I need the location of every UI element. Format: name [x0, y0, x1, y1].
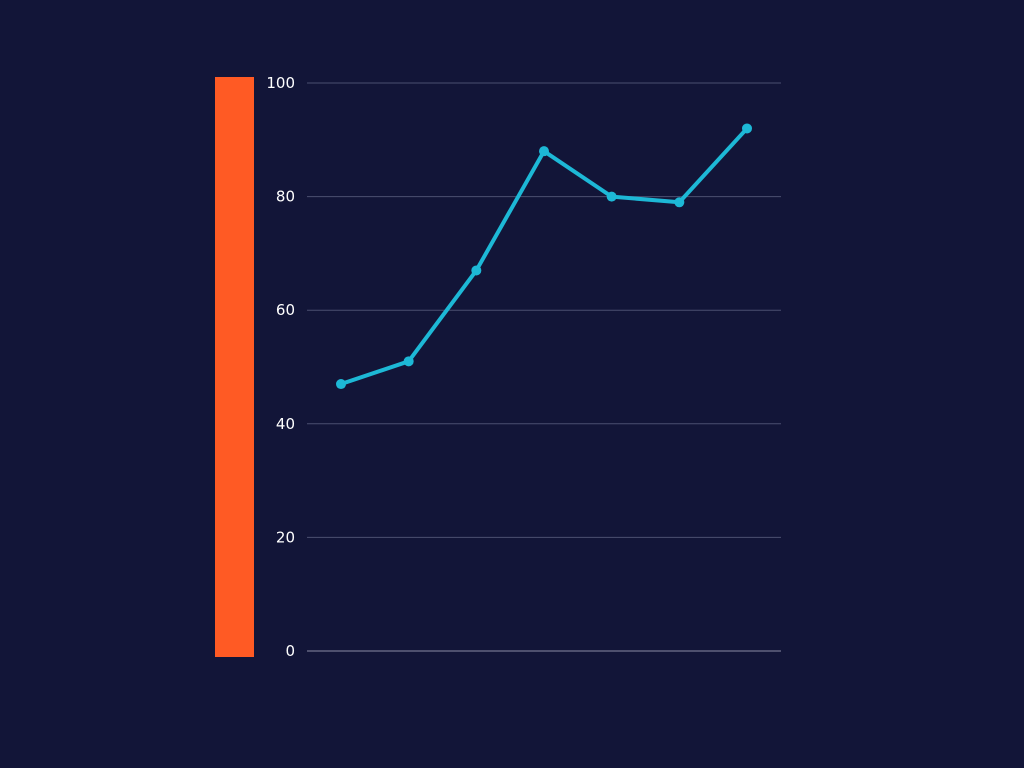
series-line-1: [339, 126, 749, 387]
data-point-2: [403, 356, 414, 367]
data-point-3: [471, 265, 482, 276]
y-tick-label-40: 40: [276, 415, 295, 433]
y-tick-label-80: 80: [276, 188, 295, 206]
y-tick-label-60: 60: [276, 301, 295, 319]
gridlines: [307, 82, 781, 652]
y-tick-label-20: 20: [276, 528, 295, 546]
data-point-5: [606, 191, 617, 202]
data-point-6: [674, 197, 685, 208]
y-axis-ticks: 0 20 40 60 80 100: [266, 74, 295, 660]
data-point-4: [539, 146, 549, 157]
data-point-7: [742, 123, 752, 134]
series-layer: [336, 123, 752, 390]
y-tick-label-0: 0: [285, 642, 295, 660]
data-point-1: [336, 379, 346, 390]
accent-bar: [215, 77, 254, 657]
y-tick-label-100: 100: [266, 74, 295, 92]
